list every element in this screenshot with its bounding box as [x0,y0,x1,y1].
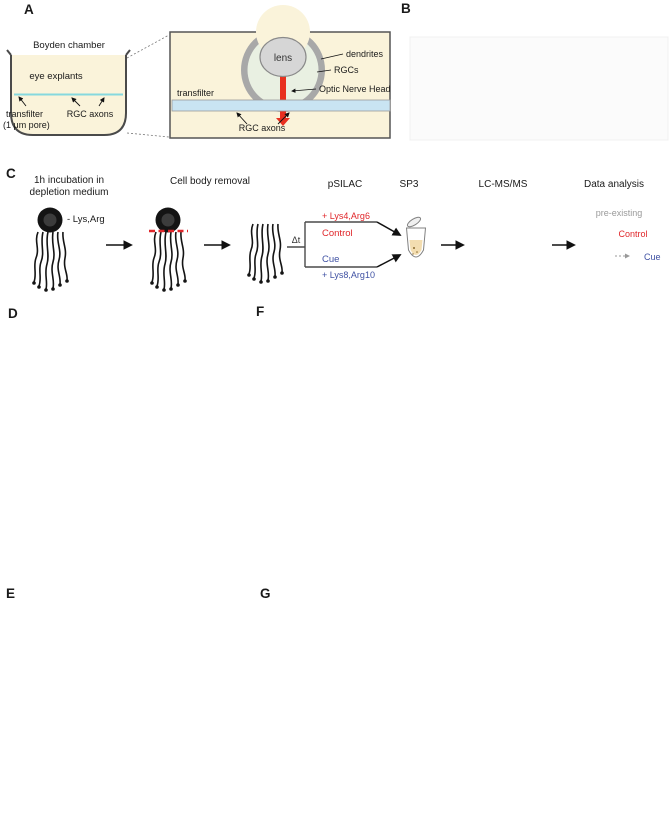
arrow-cue-tube [376,254,402,268]
dendrites-label: dendrites [346,49,384,59]
inset-transfilter-band [171,99,391,112]
cue-label: Cue [322,254,339,265]
eye-explants-label: eye explants [29,71,83,82]
lcms-title: LC-MS/MS [479,179,528,190]
panel-g-bubble-chart [255,575,672,825]
rgc-axons-pointer-left [71,97,81,107]
da-control-label: Control [618,229,647,239]
inset-axons-pointer-left [236,112,248,125]
cell-nucleus-2 [161,213,175,227]
onh-pointer [291,88,317,93]
axons-only [246,223,285,285]
step2-title: Cell body removal [170,176,250,187]
optic-nerve-trunk [280,72,286,120]
sp3-title: SP3 [400,179,419,190]
eppendorf-tube-icon [405,216,427,258]
panel-label-f: F [256,304,265,319]
transfilter-label-1: transfilter [6,109,43,119]
panel-d-bar-chart [0,305,255,575]
panel-label-d: D [8,306,18,321]
psilac-title: pSILAC [328,179,362,190]
delta-t-label: Δt [292,235,301,245]
zoom-connector-bottom [126,132,170,138]
inset-transfilter-label: transfilter [177,88,214,98]
beaker-rim-right [125,49,131,56]
rgcs-pointer [316,69,332,73]
lens-label: lens [274,53,292,64]
control-aa-label: + Lys4,Arg6 [322,211,370,221]
cue-aa-label: + Lys8,Arg10 [322,270,375,280]
panel-label-a: A [24,2,34,17]
chamber-title: Boyden chamber [33,40,105,51]
transfilter-pointer [18,96,27,107]
growth-cone [276,118,290,126]
minus-aa-label: - Lys,Arg [67,214,105,225]
arrow-control-tube [376,221,402,236]
panel-b-gel [409,36,669,141]
onh-label: Optic Nerve Head [319,84,391,94]
panel-label-e: E [6,586,16,601]
inset-rgc-axons-label: RGC axons [239,123,286,133]
cell-nucleus-1 [43,213,57,227]
panel-c-workflow: 1h incubation in depletion medium Cell b… [30,175,661,293]
panel-a-graphic: Boyden chamber eye explants transfilter … [3,5,391,139]
beaker-rim-left [6,49,12,56]
axons-2 [149,231,188,293]
transfilter-label-2: (1 μm pore) [3,120,50,130]
zoom-connector-top [126,34,170,59]
panel-f-bubble-chart [255,305,672,575]
rgc-axons-pointer-right [98,97,105,107]
inset-axons-pointer-right [277,112,290,125]
control-label: Control [322,228,353,239]
panel-label-c: C [6,166,16,181]
step1-title-line2: depletion medium [30,187,109,198]
pre-existing-label: pre-existing [596,208,643,218]
panel-label-g: G [260,586,271,601]
rgcs-label: RGCs [334,65,359,75]
data-analysis-title: Data analysis [584,179,644,190]
rgc-axons-label: RGC axons [67,109,114,119]
step1-title-line1: 1h incubation in [34,175,104,186]
gel-image [409,36,669,141]
dendrites-pointer [320,53,344,60]
da-cue-label: Cue [644,252,661,262]
lens-shape [259,36,307,78]
panel-label-b: B [401,1,411,16]
axons-1 [31,231,70,293]
